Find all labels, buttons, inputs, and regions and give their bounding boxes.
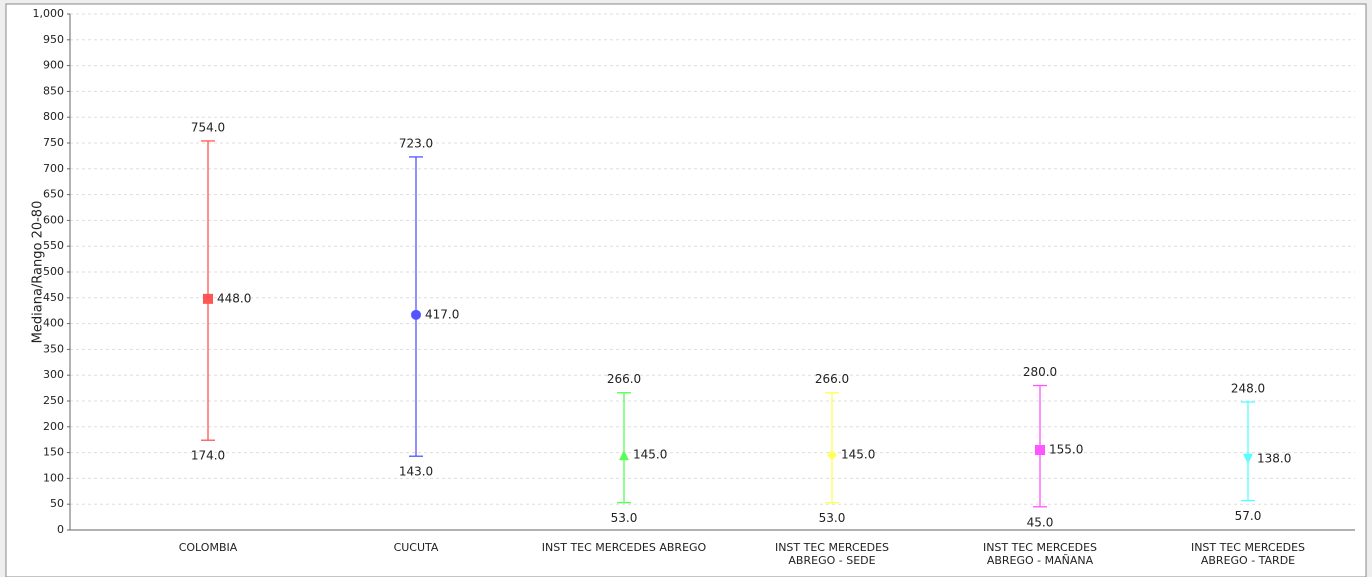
y-tick-label: 250 (43, 394, 64, 407)
y-tick-label: 100 (43, 471, 64, 484)
x-tick-label: ABREGO - MAÑANA (987, 554, 1094, 567)
y-tick-label: 0 (57, 523, 64, 536)
x-tick-label: ABREGO - TARDE (1201, 554, 1295, 567)
low-label: 174.0 (191, 449, 225, 463)
high-label: 723.0 (399, 136, 433, 150)
y-tick-label: 600 (43, 213, 64, 226)
y-tick-label: 900 (43, 59, 64, 72)
y-tick-label: 750 (43, 136, 64, 149)
median-marker (203, 293, 213, 304)
low-label: 45.0 (1027, 515, 1054, 529)
y-tick-label: 700 (43, 162, 64, 175)
y-tick-label: 850 (43, 84, 64, 97)
y-tick-label: 1,000 (33, 7, 65, 20)
y-tick-label: 150 (43, 446, 64, 459)
y-tick-label: 550 (43, 239, 64, 252)
median-label: 155.0 (1049, 443, 1083, 457)
y-tick-label: 500 (43, 265, 64, 278)
chart-frame (5, 3, 1367, 577)
median-label: 138.0 (1257, 451, 1291, 465)
median-label: 448.0 (217, 291, 251, 305)
y-tick-label: 800 (43, 110, 64, 123)
x-tick-label: CUCUTA (394, 541, 439, 554)
high-label: 754.0 (191, 120, 225, 134)
x-tick-label: ABREGO - SEDE (788, 554, 875, 567)
median-label: 145.0 (841, 448, 875, 462)
median-label: 417.0 (425, 307, 459, 321)
y-tick-label: 350 (43, 342, 64, 355)
high-label: 266.0 (607, 372, 641, 386)
median-marker (619, 450, 629, 461)
low-label: 57.0 (1235, 509, 1262, 523)
y-tick-label: 950 (43, 33, 64, 46)
y-tick-label: 200 (43, 420, 64, 433)
y-tick-label: 400 (43, 317, 64, 330)
x-tick-label: INST TEC MERCEDES (775, 541, 889, 554)
x-tick-label: INST TEC MERCEDES (983, 541, 1097, 554)
y-tick-label: 300 (43, 368, 64, 381)
x-tick-label: INST TEC MERCEDES ABREGO (542, 541, 707, 554)
high-label: 280.0 (1023, 365, 1057, 379)
y-tick-label: 450 (43, 291, 64, 304)
y-tick-label: 650 (43, 188, 64, 201)
median-label: 145.0 (633, 448, 667, 462)
median-marker (1243, 453, 1253, 464)
median-marker (827, 450, 837, 461)
high-label: 266.0 (815, 372, 849, 386)
x-tick-label: INST TEC MERCEDES (1191, 541, 1305, 554)
low-label: 53.0 (611, 511, 638, 525)
low-label: 143.0 (399, 465, 433, 479)
y-tick-label: 50 (50, 497, 64, 510)
median-marker (411, 309, 421, 320)
y-axis-label: Mediana/Rango 20-80 (31, 201, 46, 344)
high-label: 248.0 (1231, 382, 1265, 396)
low-label: 53.0 (819, 511, 846, 525)
x-tick-label: COLOMBIA (179, 541, 238, 554)
median-marker (1035, 445, 1045, 456)
